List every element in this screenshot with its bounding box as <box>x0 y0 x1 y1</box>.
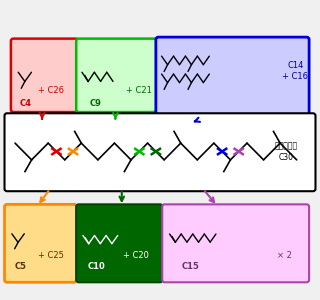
Text: + C25: + C25 <box>38 251 64 260</box>
Text: × 2: × 2 <box>277 251 292 260</box>
FancyBboxPatch shape <box>76 39 156 112</box>
FancyBboxPatch shape <box>4 113 316 191</box>
Text: C14
+ C16: C14 + C16 <box>283 61 308 81</box>
Text: C10: C10 <box>87 262 105 271</box>
Text: + C20: + C20 <box>123 251 149 260</box>
FancyBboxPatch shape <box>76 204 163 282</box>
FancyBboxPatch shape <box>162 204 309 282</box>
FancyBboxPatch shape <box>4 204 76 282</box>
Text: C5: C5 <box>15 262 27 271</box>
Text: C4: C4 <box>20 99 32 108</box>
FancyBboxPatch shape <box>156 37 309 122</box>
Text: + C26: + C26 <box>38 86 64 95</box>
FancyBboxPatch shape <box>11 39 78 112</box>
Text: + C21: + C21 <box>126 86 152 95</box>
Text: C15: C15 <box>181 262 199 271</box>
Text: スクアラン
C30: スクアラン C30 <box>274 141 297 161</box>
Text: C9: C9 <box>90 99 101 108</box>
